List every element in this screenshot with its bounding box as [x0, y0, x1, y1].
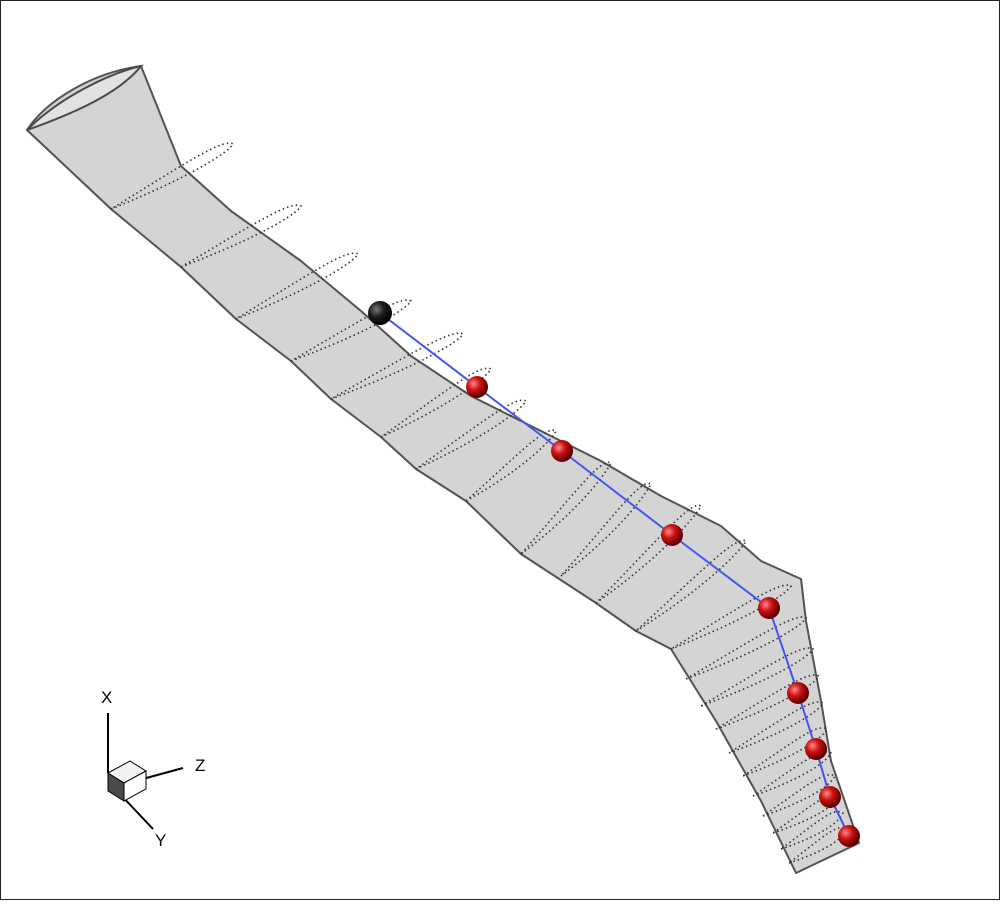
airfoil-section-line: [290, 299, 413, 362]
beam-node: [787, 682, 809, 704]
beam-nodes: [466, 376, 860, 847]
root-airfoil-section: [26, 64, 144, 131]
airfoil-section-line: [595, 504, 703, 604]
beam-node: [466, 376, 488, 398]
airfoil-section-line: [752, 751, 833, 797]
z-axis-label: Z: [195, 756, 205, 775]
beam-node: [805, 738, 827, 760]
beam-node: [551, 440, 573, 462]
airfoil-section-line: [700, 647, 815, 707]
beam-node: [661, 524, 683, 546]
airfoil-section-line: [670, 584, 793, 650]
wing-surface: [26, 65, 860, 874]
beam-node: [838, 825, 860, 847]
x-axis-label: X: [101, 688, 112, 707]
beam-node: [819, 786, 841, 808]
airfoil-section-line: [380, 367, 493, 438]
airfoil-section-line: [415, 399, 528, 470]
airfoil-section-line: [635, 539, 748, 632]
airfoil-section-line: [685, 616, 808, 680]
axes-triad: X Z Y: [101, 688, 205, 850]
airfoil-section-line: [465, 429, 558, 502]
triad-cube: [107, 760, 147, 802]
y-axis-label: Y: [155, 831, 166, 850]
root-node: [368, 301, 392, 325]
beam-node: [758, 597, 780, 619]
airfoil-section-line: [715, 674, 821, 730]
airfoil-section-line: [180, 204, 303, 268]
airfoil-section-line: [780, 810, 845, 850]
airfoil-sections: [110, 142, 849, 864]
